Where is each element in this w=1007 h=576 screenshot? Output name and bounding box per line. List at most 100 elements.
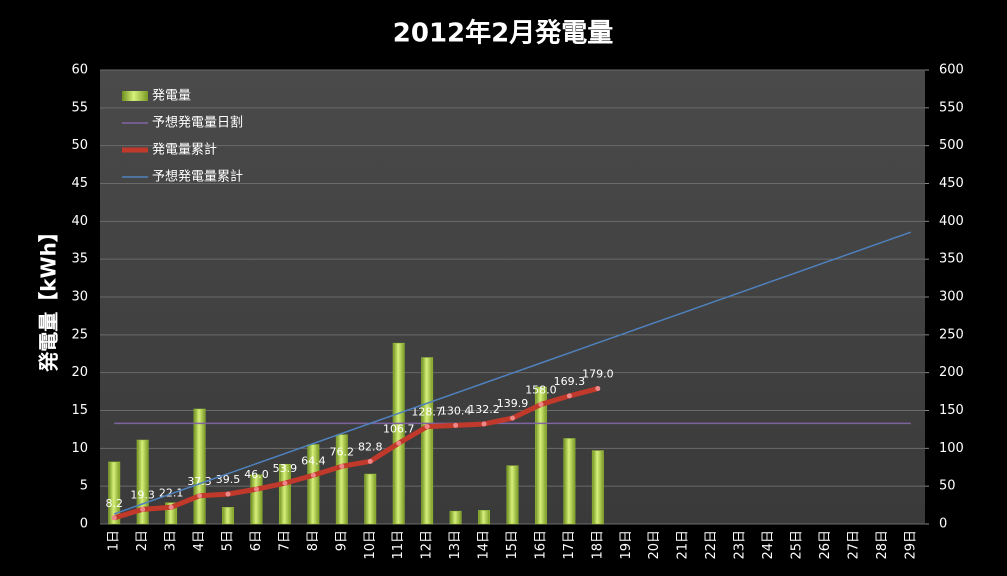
legend-swatch	[122, 91, 148, 101]
data-label: 37.3	[187, 475, 212, 488]
legend-label: 予想発電量日割	[152, 115, 243, 131]
data-label: 132.2	[468, 403, 500, 416]
x-tick-label: 2日	[135, 530, 150, 551]
legend-label: 予想発電量累計	[152, 169, 243, 185]
point-marker	[595, 386, 601, 392]
y-tick-label: 0	[80, 517, 88, 532]
y2-tick-label: 250	[939, 327, 964, 342]
point-marker	[396, 440, 402, 446]
series-line	[113, 231, 912, 515]
x-tick-label: 22日	[704, 530, 719, 560]
y-tick-label: 10	[71, 441, 88, 456]
x-tick-label: 27日	[846, 530, 861, 560]
x-tick-label: 29日	[903, 530, 918, 560]
x-tick-label: 13日	[448, 530, 463, 560]
y2-tick-label: 200	[939, 365, 964, 380]
data-label: 8.2	[105, 497, 123, 510]
point-marker	[140, 506, 146, 512]
x-tick-label: 4日	[192, 530, 207, 551]
point-marker	[453, 422, 459, 428]
y2-tick-label: 450	[939, 176, 964, 191]
x-tick-label: 16日	[533, 530, 548, 560]
y2-tick-label: 100	[939, 441, 964, 456]
point-marker	[510, 415, 515, 421]
data-label: 169.3	[554, 375, 586, 388]
x-tick-label: 17日	[562, 530, 577, 560]
y2-tick-label: 350	[939, 252, 964, 267]
x-tick-label: 14日	[477, 530, 492, 560]
x-tick-label: 9日	[334, 530, 349, 551]
bar	[421, 357, 434, 525]
data-label: 158.0	[525, 383, 557, 396]
y-tick-label: 45	[71, 176, 88, 191]
x-tick-label: 7日	[277, 530, 292, 551]
y-tick-label: 30	[71, 290, 88, 305]
point-marker	[310, 472, 316, 478]
x-tick-label: 3日	[164, 530, 179, 551]
bar	[222, 507, 234, 525]
x-tick-label: 25日	[789, 530, 804, 560]
point-marker	[424, 424, 430, 430]
data-label: 106.7	[383, 422, 415, 435]
y-tick-label: 5	[80, 479, 88, 494]
x-tick-label: 24日	[761, 530, 776, 560]
data-label: 76.2	[330, 445, 355, 458]
y-tick-label: 60	[71, 63, 88, 78]
point-marker	[339, 463, 345, 469]
bar	[193, 408, 206, 525]
point-marker	[111, 515, 117, 521]
data-label: 128.7	[411, 406, 443, 419]
data-label: 82.8	[358, 440, 383, 453]
data-label: 53.9	[273, 462, 298, 475]
point-marker	[566, 393, 572, 399]
x-tick-label: 12日	[420, 530, 435, 560]
y-tick-label: 25	[71, 327, 88, 342]
y-tick-label: 35	[71, 252, 88, 267]
y-tick-label: 40	[71, 214, 88, 229]
bar	[307, 444, 320, 525]
data-label: 130.4	[440, 404, 472, 417]
point-marker	[481, 421, 487, 427]
point-marker	[538, 401, 544, 407]
bar	[535, 386, 547, 525]
x-tick-label: 11日	[391, 530, 406, 560]
bar	[506, 465, 519, 525]
y2-tick-label: 0	[939, 517, 947, 532]
point-marker	[197, 493, 203, 499]
x-tick-label: 1日	[107, 530, 122, 551]
y2-tick-label: 50	[939, 479, 956, 494]
y-tick-label: 55	[71, 100, 88, 115]
bar	[136, 439, 149, 525]
x-tick-label: 20日	[647, 530, 662, 560]
bar	[165, 502, 178, 525]
point-marker	[282, 480, 288, 486]
x-tick-label: 10日	[363, 530, 378, 560]
data-label: 19.3	[130, 488, 155, 501]
data-label: 46.0	[244, 468, 269, 481]
bar	[278, 463, 291, 525]
y-tick-label: 50	[71, 138, 88, 153]
x-tick-label: 26日	[818, 530, 833, 560]
chart-title: 2012年2月発電量	[393, 18, 613, 49]
series-line	[113, 386, 599, 521]
y-tick-label: 15	[71, 403, 88, 418]
y-axis-label: 発電量【kWh】	[37, 222, 61, 373]
x-tick-label: 8日	[306, 530, 321, 551]
x-tick-label: 5日	[221, 530, 236, 551]
x-tick-label: 19日	[619, 530, 634, 560]
legend-label: 発電量累計	[152, 142, 217, 158]
bar	[563, 438, 576, 525]
y2-tick-label: 150	[939, 403, 964, 418]
y2-tick-label: 550	[939, 100, 964, 115]
point-marker	[367, 458, 373, 464]
bar	[449, 510, 462, 525]
x-tick-label: 15日	[505, 530, 520, 560]
data-label: 64.4	[301, 454, 326, 467]
y2-tick-label: 300	[939, 290, 964, 305]
bar	[335, 434, 348, 525]
bar	[108, 461, 121, 525]
point-marker	[225, 491, 231, 497]
bar	[250, 474, 263, 525]
x-tick-label: 6日	[249, 530, 264, 551]
